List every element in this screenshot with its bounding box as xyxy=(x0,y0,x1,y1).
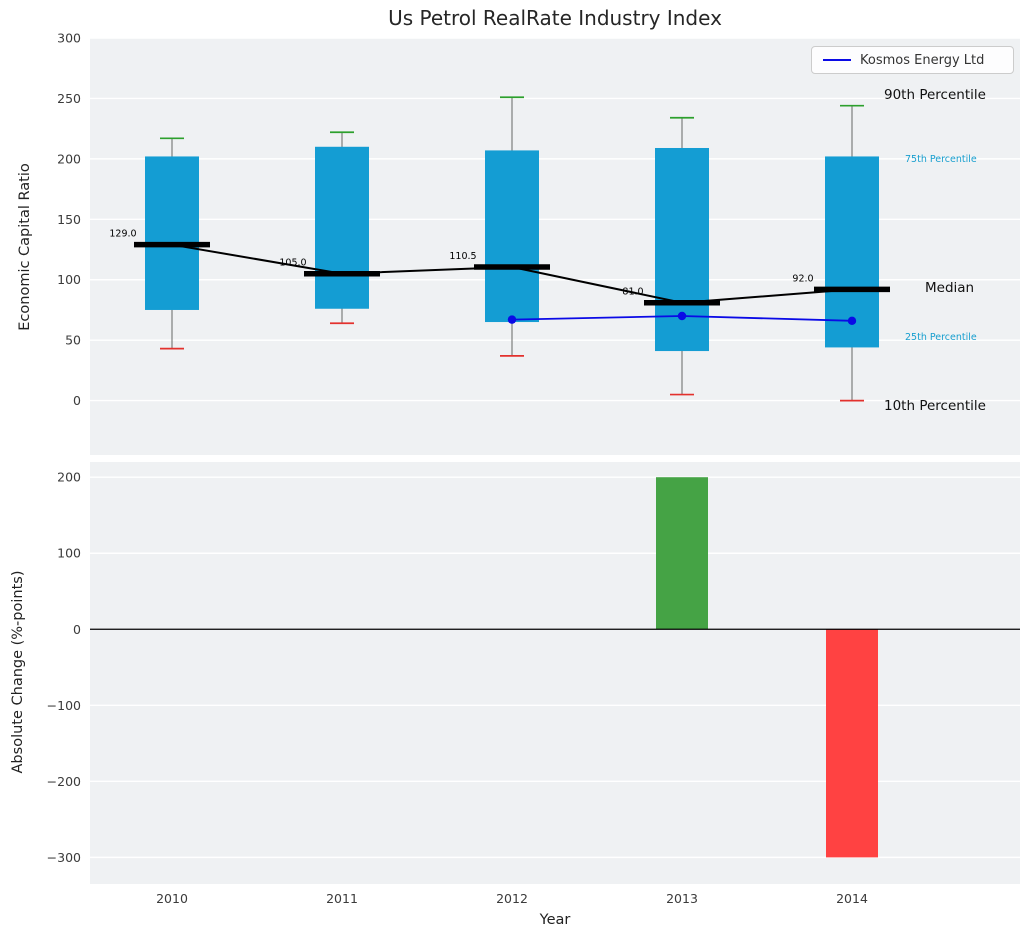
bottom-ytick-label: 200 xyxy=(57,470,81,485)
xtick-label-2014: 2014 xyxy=(836,891,868,906)
bottom-ytick-label: −200 xyxy=(47,774,81,789)
xtick-label-2013: 2013 xyxy=(666,891,698,906)
annotation-median: Median xyxy=(925,280,975,296)
kosmos-marker-2014 xyxy=(847,316,857,326)
annotation-25th-percentile: 25th Percentile xyxy=(905,332,977,343)
kosmos-marker-2013 xyxy=(677,311,687,321)
annotation-90th-percentile: 90th Percentile xyxy=(884,87,986,103)
chart-title: Us Petrol RealRate Industry Index xyxy=(388,6,722,30)
top-axes-background xyxy=(90,38,1020,455)
median-label-2010: 129.0 xyxy=(109,229,136,240)
iqr-box-2013 xyxy=(655,147,709,352)
iqr-box-2012 xyxy=(485,150,539,323)
median-label-2014: 92.0 xyxy=(792,273,813,284)
iqr-box-2010 xyxy=(145,156,199,310)
xtick-label-2010: 2010 xyxy=(156,891,188,906)
bottom-ytick-label: 100 xyxy=(57,546,81,561)
legend-line-sample xyxy=(823,59,851,61)
xtick-label-2011: 2011 xyxy=(326,891,358,906)
legend-label: Kosmos Energy Ltd xyxy=(860,52,985,68)
top-ytick-label: 300 xyxy=(57,31,81,46)
legend: Kosmos Energy Ltd xyxy=(811,46,1014,74)
change-bar-2014 xyxy=(826,629,878,858)
top-ytick-label: 150 xyxy=(57,212,81,227)
iqr-box-2011 xyxy=(315,146,369,309)
median-label-2012: 110.5 xyxy=(449,251,476,262)
iqr-box-2014 xyxy=(825,156,879,348)
top-ytick-label: 250 xyxy=(57,91,81,106)
median-label-2011: 105.0 xyxy=(279,258,306,269)
top-ytick-label: 200 xyxy=(57,151,81,166)
median-label-2013: 81.0 xyxy=(622,287,643,298)
bottom-ytick-label: 0 xyxy=(73,622,81,637)
bottom-ytick-label: −300 xyxy=(47,850,81,865)
annotation-10th-percentile: 10th Percentile xyxy=(884,398,986,414)
bottom-ytick-label: −100 xyxy=(47,698,81,713)
kosmos-marker-2012 xyxy=(507,315,517,324)
xtick-label-2012: 2012 xyxy=(496,891,528,906)
top-ytick-label: 50 xyxy=(65,333,81,348)
top-ytick-label: 100 xyxy=(57,272,81,287)
annotation-75th-percentile: 75th Percentile xyxy=(905,154,977,165)
change-bar-2013 xyxy=(656,477,708,630)
x-axis-label: Year xyxy=(539,912,571,928)
top-ytick-label: 0 xyxy=(73,393,81,408)
bottom-axes-background xyxy=(90,462,1020,884)
